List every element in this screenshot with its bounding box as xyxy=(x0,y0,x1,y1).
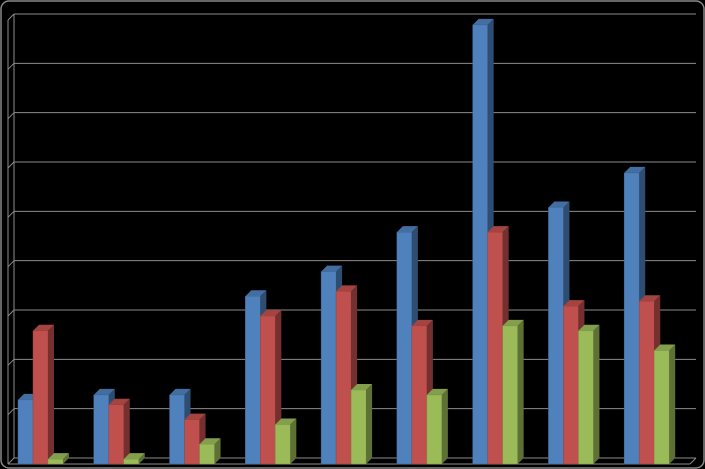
bar xyxy=(335,291,352,465)
bar-top xyxy=(411,319,433,326)
bar xyxy=(260,315,276,465)
bar-top xyxy=(275,418,297,425)
bar-top xyxy=(563,300,585,307)
bar-top xyxy=(578,324,600,331)
bar xyxy=(245,296,261,465)
grid-wall-line xyxy=(7,210,15,218)
grid-wall-line xyxy=(7,457,15,465)
grid-wall-line xyxy=(7,13,15,21)
bar-top xyxy=(245,290,267,297)
grid-wall-line xyxy=(7,309,15,317)
bar-side xyxy=(138,453,145,464)
bar xyxy=(502,325,518,465)
bar xyxy=(653,350,670,465)
bar xyxy=(350,389,367,465)
bar-side xyxy=(214,438,221,464)
bar-top xyxy=(33,324,54,331)
bar xyxy=(578,330,594,465)
bar xyxy=(563,305,579,465)
bar-top xyxy=(336,285,358,292)
bar xyxy=(411,325,428,465)
bar-top xyxy=(184,413,206,420)
bar-top xyxy=(624,166,646,173)
bar xyxy=(426,394,443,465)
bar xyxy=(169,394,185,465)
bar-side xyxy=(593,324,600,464)
bar-top xyxy=(108,398,130,405)
bar-side xyxy=(123,398,130,464)
bar-top xyxy=(199,438,221,445)
bar-top xyxy=(502,319,524,326)
bar-side xyxy=(669,344,676,464)
bar xyxy=(108,404,125,465)
bar-top xyxy=(48,453,69,460)
bar-top xyxy=(351,384,373,390)
bar xyxy=(472,24,488,465)
bar xyxy=(93,394,110,465)
bar xyxy=(184,419,200,465)
bar-top xyxy=(93,388,115,395)
grid-wall-line xyxy=(7,161,15,169)
grid-wall-line xyxy=(7,358,15,366)
bar-top xyxy=(639,295,661,302)
bar-side xyxy=(63,453,69,464)
bar xyxy=(32,330,49,465)
grid-wall-line xyxy=(7,408,15,416)
bar-top xyxy=(123,453,145,460)
bar xyxy=(123,458,140,465)
bar xyxy=(47,458,64,465)
floor-edge xyxy=(689,457,697,465)
bar-top xyxy=(487,226,509,233)
bar-side xyxy=(48,324,54,464)
grid-wall-line xyxy=(7,260,15,268)
bar-side xyxy=(441,388,448,464)
bar xyxy=(17,399,34,465)
bar-side xyxy=(290,418,297,464)
bar xyxy=(275,424,291,465)
bar-side xyxy=(517,319,524,464)
bar-top xyxy=(548,201,570,208)
bar-top xyxy=(396,226,418,233)
bar xyxy=(638,300,655,465)
bar-top xyxy=(654,344,676,351)
bar xyxy=(396,231,413,465)
bar xyxy=(623,172,640,465)
bar-side xyxy=(366,384,373,464)
bar xyxy=(199,444,215,465)
bar-top xyxy=(472,18,494,25)
grid-wall-line xyxy=(7,112,15,120)
bar-top xyxy=(260,310,282,316)
grid-wall-line xyxy=(7,62,15,70)
bar-top xyxy=(169,388,191,395)
bar-top xyxy=(321,265,343,272)
bar xyxy=(320,271,337,465)
bar xyxy=(548,207,564,465)
bar xyxy=(487,231,503,465)
bar-top xyxy=(426,388,448,395)
